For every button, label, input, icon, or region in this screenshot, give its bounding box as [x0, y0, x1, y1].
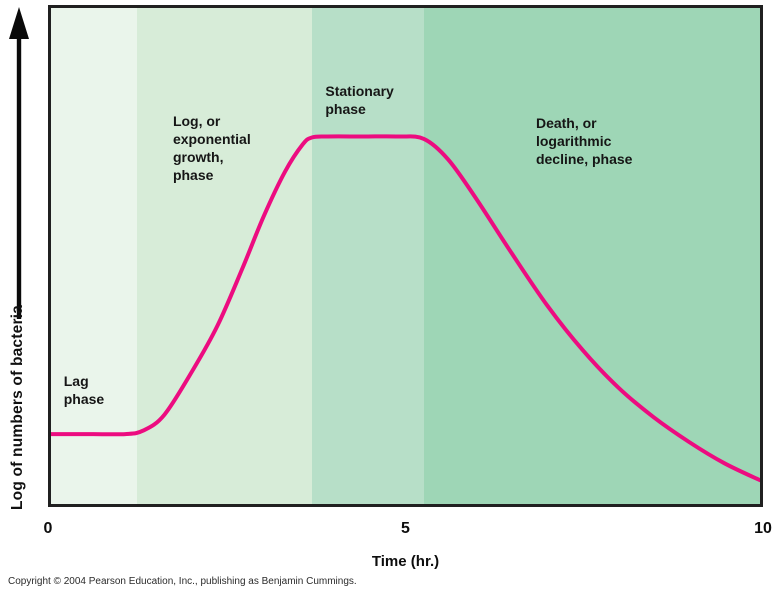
phase-label-line: decline, phase [535, 150, 633, 167]
phase-label-log: Log, or exponential growth, phase [173, 112, 251, 184]
phase-band-stationary [311, 8, 424, 504]
curve-layer [51, 8, 760, 504]
copyright-note: Copyright © 2004 Pearson Education, Inc.… [8, 576, 357, 587]
phase-label-line: phase [63, 390, 105, 407]
x-axis-ticks: 0 5 10 [44, 520, 772, 540]
phase-label-death: Death, or logarithmic decline, phase [536, 114, 632, 168]
plot-area: Lag phase Log, or exponential growth, phase St… [48, 5, 763, 507]
phase-label-lag: Lag phase [64, 372, 104, 408]
phase-label-line: Death, or [535, 114, 597, 131]
phase-label-line: phase [325, 100, 366, 117]
phase-bands [51, 8, 760, 504]
x-tick-0: 0 [43, 520, 53, 537]
up-arrow-icon [9, 7, 29, 319]
growth-curve [51, 134, 760, 483]
y-axis-label: Log of numbers of bacteria [9, 305, 26, 510]
phase-label-line: Log, or [172, 112, 221, 129]
phase-band-death [423, 8, 760, 504]
phase-band-lag [51, 8, 138, 504]
phase-label-line: growth, [172, 148, 224, 165]
phase-labels-layer: Lag phase Log, or exponential growth, phase St… [51, 8, 760, 504]
phase-label-stationary: Stationary phase [325, 82, 393, 118]
phase-label-line: Lag [63, 372, 89, 389]
phase-label-line: exponential [172, 130, 251, 147]
x-tick-10: 10 [754, 520, 772, 537]
x-axis-label: Time (hr.) [371, 553, 440, 570]
phase-band-log [137, 8, 312, 504]
growth-curve-svg [51, 134, 760, 483]
phase-label-line: Stationary [325, 82, 394, 99]
x-tick-5: 5 [401, 520, 410, 537]
phase-label-line: phase [172, 166, 214, 183]
phase-label-line: logarithmic [535, 132, 612, 149]
